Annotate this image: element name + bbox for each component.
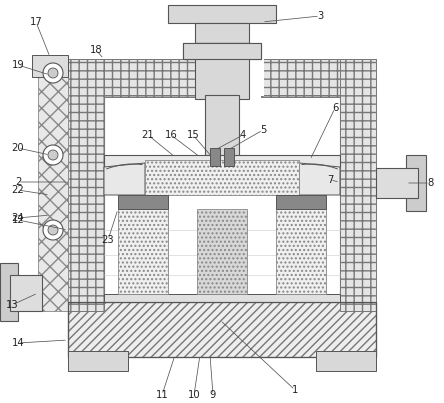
Text: 10: 10 [188, 390, 200, 400]
Bar [197, 209, 247, 294]
Bar [145, 160, 299, 195]
Text: 3: 3 [317, 11, 323, 21]
Text: 9: 9 [210, 390, 216, 400]
Text: 20: 20 [12, 143, 24, 153]
Text: 22: 22 [12, 185, 24, 195]
Text: 17: 17 [30, 17, 42, 27]
Bar [224, 148, 234, 166]
Text: 2: 2 [15, 177, 21, 187]
Bar [32, 55, 68, 77]
Text: 7: 7 [327, 175, 333, 185]
Text: 21: 21 [142, 130, 155, 140]
Circle shape [48, 68, 58, 78]
Bar [104, 155, 340, 167]
Bar [183, 43, 261, 59]
Polygon shape [104, 163, 145, 195]
Text: 19: 19 [12, 60, 24, 70]
Text: 5: 5 [260, 125, 266, 135]
Bar [276, 209, 326, 294]
Circle shape [43, 145, 63, 165]
Polygon shape [299, 163, 340, 195]
Bar [316, 351, 376, 371]
Bar [195, 23, 249, 43]
Bar [68, 59, 104, 311]
Circle shape [43, 220, 63, 240]
Bar [216, 59, 261, 97]
Bar [183, 43, 261, 59]
Bar [261, 59, 376, 97]
Text: 16: 16 [165, 130, 177, 140]
Text: 24: 24 [12, 213, 24, 223]
Text: 14: 14 [12, 338, 24, 348]
Bar [104, 95, 340, 303]
Bar [0, 263, 18, 321]
Bar [68, 59, 376, 95]
Text: 4: 4 [240, 130, 246, 140]
Bar [406, 155, 426, 211]
Text: 18: 18 [90, 45, 102, 55]
Bar [168, 5, 276, 23]
Bar [205, 95, 239, 160]
Text: 11: 11 [156, 390, 168, 400]
Bar [214, 58, 264, 96]
Text: 13: 13 [6, 300, 18, 310]
Bar [118, 209, 168, 294]
Circle shape [43, 63, 63, 83]
Bar [216, 59, 261, 97]
Bar [10, 275, 42, 311]
Circle shape [48, 225, 58, 235]
Text: 12: 12 [12, 215, 24, 225]
Bar [195, 43, 249, 99]
Text: 6: 6 [332, 103, 338, 113]
Bar [68, 59, 216, 97]
Bar [68, 302, 376, 357]
Bar [68, 351, 128, 371]
Text: 15: 15 [186, 130, 199, 140]
Bar [104, 294, 340, 302]
Text: 1: 1 [292, 385, 298, 395]
Bar [210, 148, 220, 166]
Bar [38, 59, 68, 311]
Bar [340, 59, 376, 311]
Text: 8: 8 [427, 178, 433, 188]
Circle shape [48, 150, 58, 160]
Bar [118, 195, 168, 209]
Bar [276, 195, 326, 209]
Bar [68, 302, 376, 357]
Text: 23: 23 [102, 235, 114, 245]
Bar [376, 168, 418, 198]
